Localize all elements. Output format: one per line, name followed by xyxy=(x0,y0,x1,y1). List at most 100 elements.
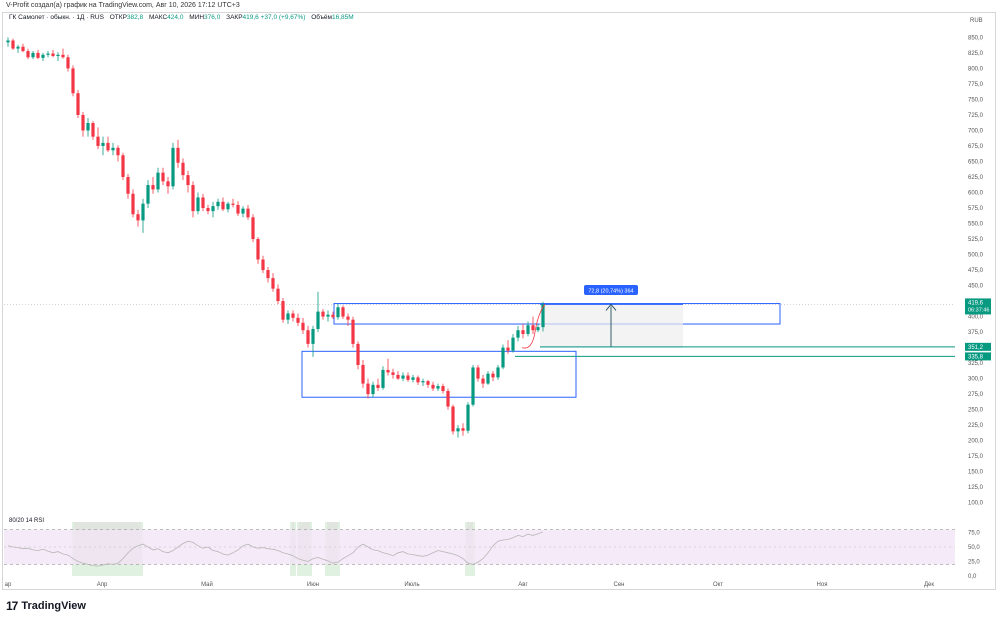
candle-body xyxy=(201,197,205,209)
y-tick-label: 775,0 xyxy=(968,82,984,88)
candle-body xyxy=(406,375,410,380)
candle-body xyxy=(381,369,385,388)
rsi-tick-label: 75,0 xyxy=(968,531,980,537)
y-tick-label: 850,0 xyxy=(968,35,984,41)
y-tick-label: 675,0 xyxy=(968,144,984,150)
y-tick-label: 375,0 xyxy=(968,330,984,336)
tradingview-logo-icon: 17 xyxy=(6,599,18,613)
candle-body xyxy=(306,330,310,344)
candle-body xyxy=(316,311,320,329)
candle-body xyxy=(441,386,445,392)
x-tick-label: Авг xyxy=(518,582,528,588)
candle-body xyxy=(341,307,345,317)
candle-body xyxy=(431,384,435,389)
rsi-tick-label: 0,0 xyxy=(968,574,977,580)
x-tick-label: Апр xyxy=(97,582,108,588)
tradingview-logo-text: TradingView xyxy=(21,600,86,612)
tradingview-logo[interactable]: 17 TradingView xyxy=(6,599,86,613)
candle-body xyxy=(151,185,155,190)
price-label-bg xyxy=(965,298,991,315)
y-tick-label: 175,0 xyxy=(968,454,984,460)
candle-body xyxy=(136,214,140,221)
lower-range-box xyxy=(301,350,577,398)
candle-body xyxy=(176,147,180,163)
candle-body xyxy=(281,301,285,320)
candle-body xyxy=(346,316,350,320)
candle-body xyxy=(106,142,110,151)
x-tick-label: ар xyxy=(5,582,12,588)
candle-body xyxy=(286,313,290,320)
candle-body xyxy=(96,136,100,146)
candle-body xyxy=(206,208,210,212)
candle-body xyxy=(131,193,135,215)
y-tick-label: 325,0 xyxy=(968,361,984,367)
candle-body xyxy=(121,155,125,177)
candle-body xyxy=(356,343,360,365)
close-value: 419,6 xyxy=(242,14,259,21)
low-label: МИН xyxy=(189,14,205,21)
measure-label: 72,8 (20,74%) 364 xyxy=(588,289,633,295)
trend-curve xyxy=(521,303,546,349)
candle-body xyxy=(191,185,195,212)
candle-body xyxy=(391,372,395,375)
y-tick-label: 200,0 xyxy=(968,439,984,445)
y-tick-label: 125,0 xyxy=(968,485,984,491)
y-tick-label: 800,0 xyxy=(968,66,984,72)
candle-body xyxy=(376,384,380,388)
candle-body xyxy=(156,172,160,190)
candle-body xyxy=(321,311,325,317)
y-tick-label: 275,0 xyxy=(968,392,984,398)
candle-body xyxy=(196,197,200,212)
candle-body xyxy=(61,54,65,58)
candle-body xyxy=(476,367,480,379)
candle-body xyxy=(211,206,215,212)
candle-body xyxy=(361,364,365,384)
y-tick-label: 750,0 xyxy=(968,97,984,103)
open-value: 382,8 xyxy=(126,14,144,21)
candle-body xyxy=(421,381,425,383)
y-tick-label: 150,0 xyxy=(968,470,984,476)
volume-label: Объём xyxy=(311,14,332,21)
candle-body xyxy=(221,201,225,210)
candle-body xyxy=(366,383,370,395)
candle-body xyxy=(226,203,230,210)
price-label: 335,8 xyxy=(968,354,984,360)
x-tick-label: Окт xyxy=(713,582,723,588)
candle-body xyxy=(456,428,460,432)
y-tick-label: 300,0 xyxy=(968,377,984,383)
candle-body xyxy=(6,40,10,43)
measure-label-bg xyxy=(584,285,638,295)
x-tick-label: Сен xyxy=(614,582,625,588)
candle-body xyxy=(71,68,75,94)
candle-body xyxy=(36,52,40,58)
candle-body xyxy=(466,404,470,431)
candle-body xyxy=(261,259,265,271)
candle-body xyxy=(386,369,390,373)
symbol-name: ГК Самолет · обыкн. · 1Д · RUS xyxy=(9,14,104,21)
candle-body xyxy=(326,314,330,317)
open-label: ОТКР xyxy=(109,14,127,21)
candle-body xyxy=(101,142,105,146)
candle-body xyxy=(51,53,55,57)
candle-body xyxy=(401,375,405,379)
symbol-legend: ГК Самолет · обыкн. · 1Д · RUS ОТКР382,8… xyxy=(9,14,354,21)
measure-area xyxy=(540,304,683,347)
price-label: 351,2 xyxy=(968,345,984,351)
candle-body xyxy=(186,175,190,186)
candle-body xyxy=(291,313,295,318)
candle-body xyxy=(506,347,510,351)
candle-body xyxy=(531,325,535,331)
candle-body xyxy=(146,185,150,204)
candle-body xyxy=(81,114,85,131)
candle-body xyxy=(161,172,165,182)
y-tick-label: 500,0 xyxy=(968,253,984,259)
candle-body xyxy=(216,201,220,207)
candle-body xyxy=(451,406,455,432)
candle-body xyxy=(231,203,235,205)
candle-body xyxy=(521,330,525,334)
y-tick-label: 550,0 xyxy=(968,222,984,228)
currency-label: RUB xyxy=(970,18,983,24)
measure-arrow-head xyxy=(605,303,617,311)
candle-body xyxy=(251,217,255,240)
